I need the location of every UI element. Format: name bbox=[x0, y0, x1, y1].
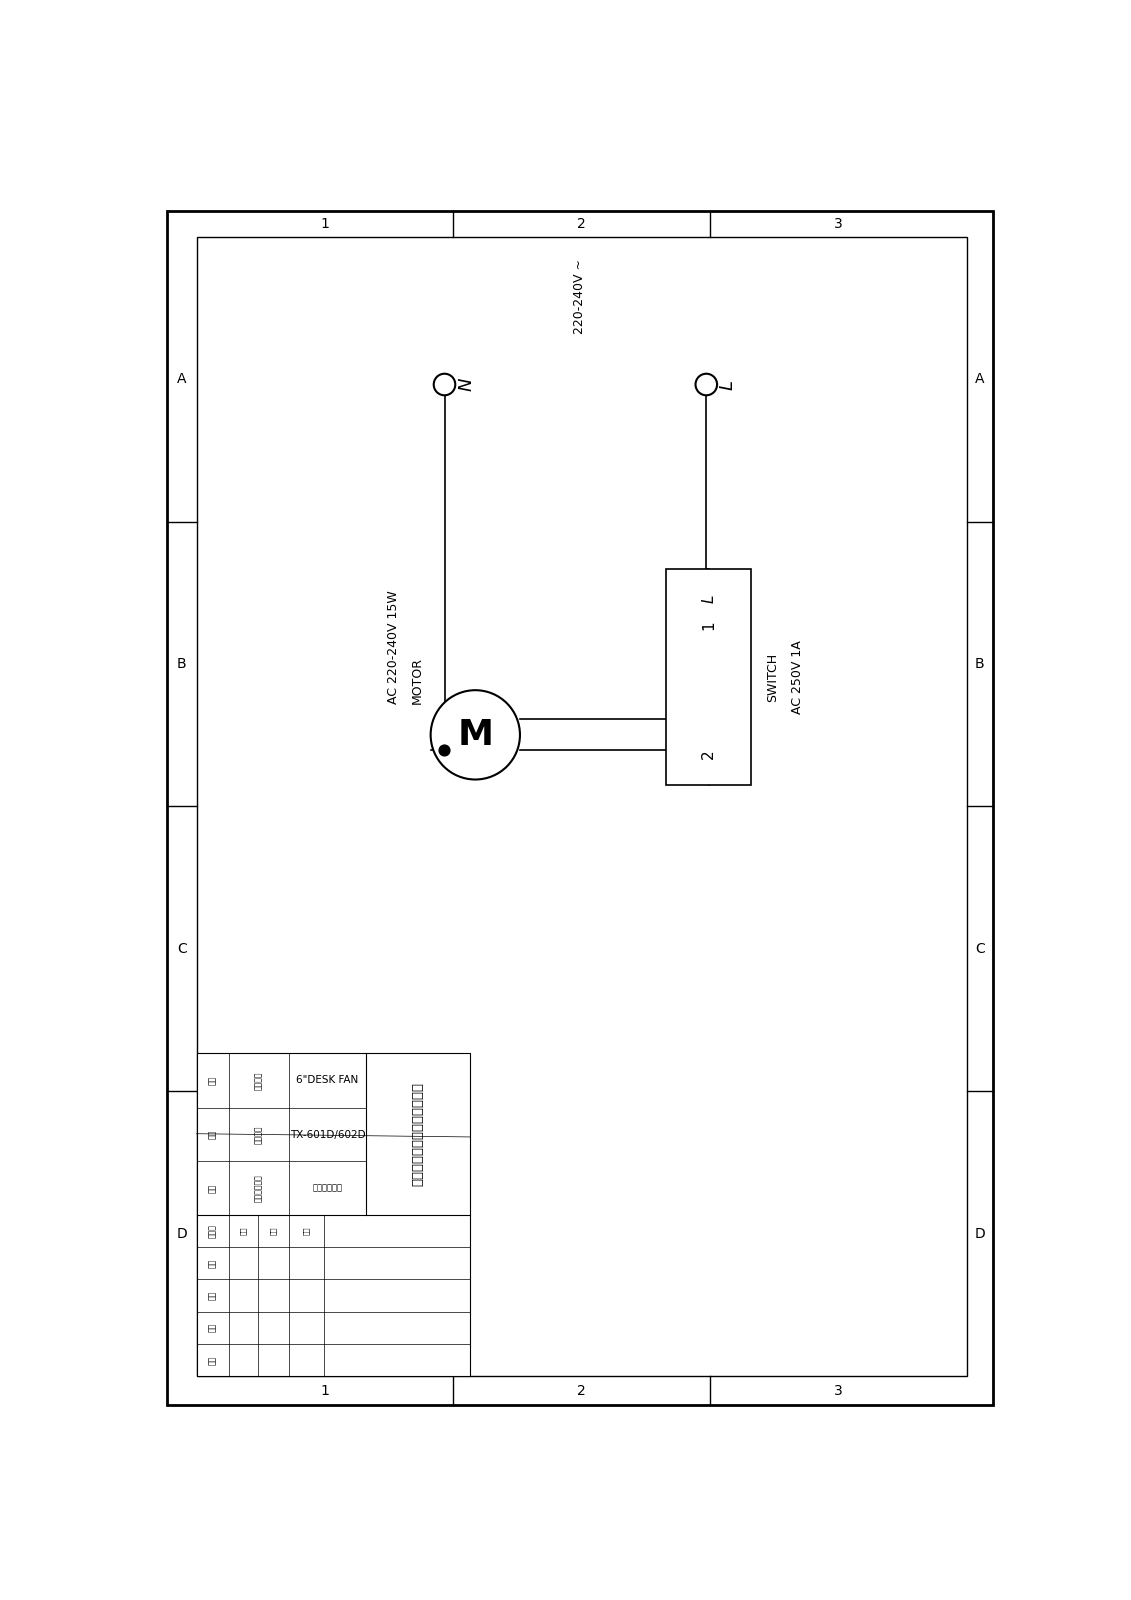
Text: A: A bbox=[975, 373, 984, 386]
Text: 1: 1 bbox=[320, 218, 329, 230]
Text: 文件整改络客: 文件整改络客 bbox=[254, 1174, 264, 1202]
Text: 6"DESK FAN: 6"DESK FAN bbox=[296, 1075, 359, 1085]
Text: 标准化: 标准化 bbox=[208, 1224, 217, 1238]
Text: 批准: 批准 bbox=[208, 1075, 217, 1085]
Text: 2: 2 bbox=[701, 749, 716, 758]
Text: C: C bbox=[975, 942, 984, 955]
Bar bbox=[666, 570, 751, 786]
Text: TX-601D/602D: TX-601D/602D bbox=[290, 1130, 365, 1139]
Text: 姓名: 姓名 bbox=[240, 1227, 247, 1235]
Text: L: L bbox=[701, 594, 716, 603]
Text: B: B bbox=[178, 658, 187, 670]
Circle shape bbox=[439, 746, 450, 755]
Text: 1: 1 bbox=[320, 1384, 329, 1397]
Text: M: M bbox=[457, 718, 493, 752]
Text: 3: 3 bbox=[834, 1384, 843, 1397]
Text: 描图: 描图 bbox=[208, 1355, 217, 1365]
Text: AC 250V 1A: AC 250V 1A bbox=[791, 640, 804, 714]
Text: 游客观证图图: 游客观证图图 bbox=[312, 1184, 343, 1192]
Text: 工艺: 工艺 bbox=[208, 1291, 217, 1301]
Text: D: D bbox=[176, 1227, 188, 1242]
Text: 审核: 审核 bbox=[208, 1259, 217, 1267]
Text: 签字: 签字 bbox=[270, 1227, 277, 1235]
Text: 3: 3 bbox=[834, 218, 843, 230]
Text: 图纸编号: 图纸编号 bbox=[254, 1125, 264, 1144]
Text: N: N bbox=[457, 378, 475, 392]
Text: 1: 1 bbox=[701, 619, 716, 629]
Text: MOTOR: MOTOR bbox=[411, 658, 423, 704]
Text: B: B bbox=[975, 658, 984, 670]
Text: SWITCH: SWITCH bbox=[766, 653, 779, 702]
Circle shape bbox=[431, 690, 520, 779]
Circle shape bbox=[433, 374, 456, 395]
Text: L: L bbox=[719, 379, 737, 389]
Text: 2: 2 bbox=[577, 218, 586, 230]
Text: C: C bbox=[178, 942, 187, 955]
Text: 220-240V ~: 220-240V ~ bbox=[572, 259, 586, 334]
Text: 进门门拿应申报电器全图公司: 进门门拿应申报电器全图公司 bbox=[412, 1082, 424, 1186]
Text: 2: 2 bbox=[577, 1384, 586, 1397]
Bar bbox=[197, 1053, 469, 1376]
Text: 产品名称: 产品名称 bbox=[254, 1070, 264, 1090]
Text: 标材: 标材 bbox=[208, 1184, 217, 1192]
Text: D: D bbox=[974, 1227, 985, 1242]
Circle shape bbox=[696, 374, 717, 395]
Bar bbox=[197, 237, 967, 1376]
Text: AC 220-240V 15W: AC 220-240V 15W bbox=[387, 590, 400, 704]
Text: 设计: 设计 bbox=[208, 1323, 217, 1333]
Text: 日期: 日期 bbox=[303, 1227, 310, 1235]
Text: 审核: 审核 bbox=[208, 1130, 217, 1139]
Text: A: A bbox=[178, 373, 187, 386]
